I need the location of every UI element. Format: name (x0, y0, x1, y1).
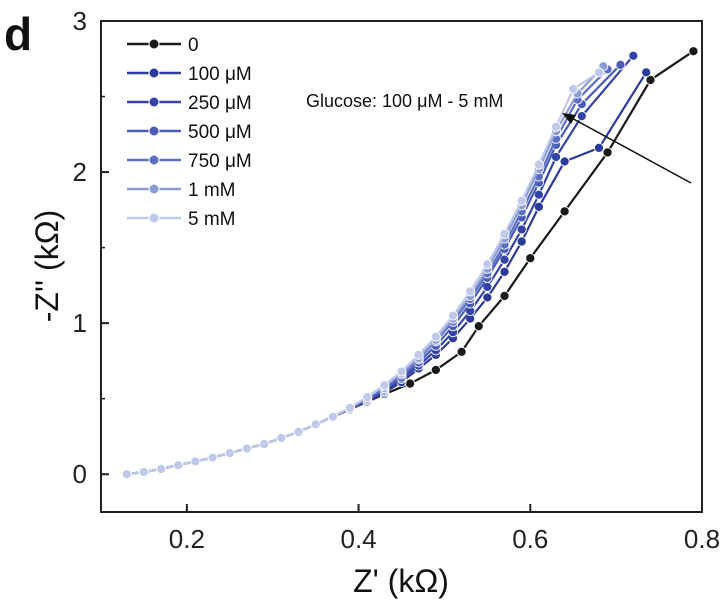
legend-item: 500 μM (127, 122, 252, 143)
x-axis-title: Z' (kΩ) (353, 563, 449, 599)
legend-label: 500 μM (188, 122, 252, 143)
legend-label: 5 mM (188, 209, 236, 230)
legend-label: 100 μM (188, 64, 252, 85)
data-point (207, 452, 218, 463)
data-point (525, 253, 536, 264)
series-line (126, 54, 635, 476)
legend-item: 5 mM (127, 209, 236, 230)
data-point (379, 380, 390, 391)
legend-marker (148, 183, 160, 195)
series-line (126, 71, 600, 476)
data-point (465, 286, 476, 297)
plot-frame (100, 20, 703, 513)
data-point (628, 50, 639, 61)
data-point (413, 349, 424, 360)
y-axis: 0 1 2 3 (73, 6, 109, 489)
data-point (447, 310, 459, 321)
data-point (559, 156, 570, 167)
data-point (138, 466, 149, 478)
data-point (173, 460, 184, 471)
data-point (533, 159, 544, 170)
legend-marker (148, 38, 160, 50)
data-point (293, 426, 304, 437)
data-point (641, 67, 652, 78)
legend: 0 100 μM 250 μM 500 μM 750 μM 1 mM 5 mM (127, 35, 252, 230)
legend-marker (148, 125, 160, 137)
legend-label: 0 (188, 35, 199, 56)
series-line (126, 50, 695, 476)
data-point (430, 331, 441, 342)
data-point (499, 254, 510, 265)
data-point (516, 224, 527, 235)
legend-marker (148, 154, 160, 166)
legend-item: 0 (127, 35, 199, 56)
data-point (602, 147, 613, 158)
data-point (405, 378, 416, 389)
data-point (615, 59, 626, 70)
data-point (396, 366, 407, 377)
x-tick-label: 0.6 (512, 524, 548, 554)
data-point (276, 432, 287, 444)
y-tick-label: 0 (73, 459, 87, 489)
data-point (593, 67, 605, 78)
data-point (456, 346, 467, 357)
panel-label: d (4, 8, 32, 60)
legend-item: 250 μM (127, 93, 252, 114)
y-tick-label: 1 (73, 308, 87, 338)
data-point (499, 266, 510, 277)
data-point (241, 443, 253, 454)
data-point (310, 419, 321, 430)
data-point (576, 111, 587, 122)
x-tick-label: 0.2 (169, 524, 205, 554)
legend-label: 250 μM (188, 93, 252, 114)
data-point (533, 189, 544, 200)
data-point (473, 321, 484, 332)
legend-label: 1 mM (188, 180, 236, 201)
data-point (688, 46, 699, 57)
y-tick-label: 2 (73, 157, 87, 187)
legend-item: 1 mM (127, 180, 236, 201)
data-point (190, 456, 201, 467)
data-point (499, 228, 510, 240)
y-tick-label: 3 (73, 6, 87, 36)
x-axis: 0.2 0.4 0.6 0.8 (169, 504, 720, 554)
data-point (499, 290, 510, 302)
legend-item: 100 μM (127, 64, 252, 85)
data-point (259, 438, 270, 450)
data-point (533, 201, 544, 212)
data-point (362, 392, 373, 403)
data-point (516, 236, 527, 247)
x-tick-label: 0.4 (340, 524, 376, 554)
legend-marker (148, 212, 160, 224)
data-point (430, 364, 441, 376)
data-point (121, 469, 132, 480)
glucose-annotation: Glucose: 100 μM - 5 mM (306, 91, 692, 184)
data-point (224, 448, 235, 459)
y-axis-title: -Z'' (kΩ) (29, 210, 65, 323)
data-point (327, 411, 338, 422)
data-point (593, 142, 605, 153)
x-tick-label: 0.8 (684, 524, 720, 554)
data-point (550, 121, 562, 132)
legend-label: 750 μM (188, 151, 252, 172)
data-point (156, 463, 167, 474)
data-point (516, 195, 527, 206)
data-point (559, 206, 570, 217)
legend-marker (148, 96, 160, 108)
data-point (344, 402, 356, 413)
annotation-text: Glucose: 100 μM - 5 mM (306, 91, 503, 111)
series-6 (121, 67, 605, 480)
data-point (482, 292, 493, 303)
data-point (645, 74, 656, 85)
legend-item: 750 μM (127, 151, 252, 172)
legend-marker (148, 67, 160, 79)
data-point (568, 83, 579, 95)
series-layer (121, 46, 699, 480)
annotation-arrowhead (562, 113, 576, 124)
annotation-arrow-line (567, 115, 692, 184)
data-point (482, 259, 493, 270)
